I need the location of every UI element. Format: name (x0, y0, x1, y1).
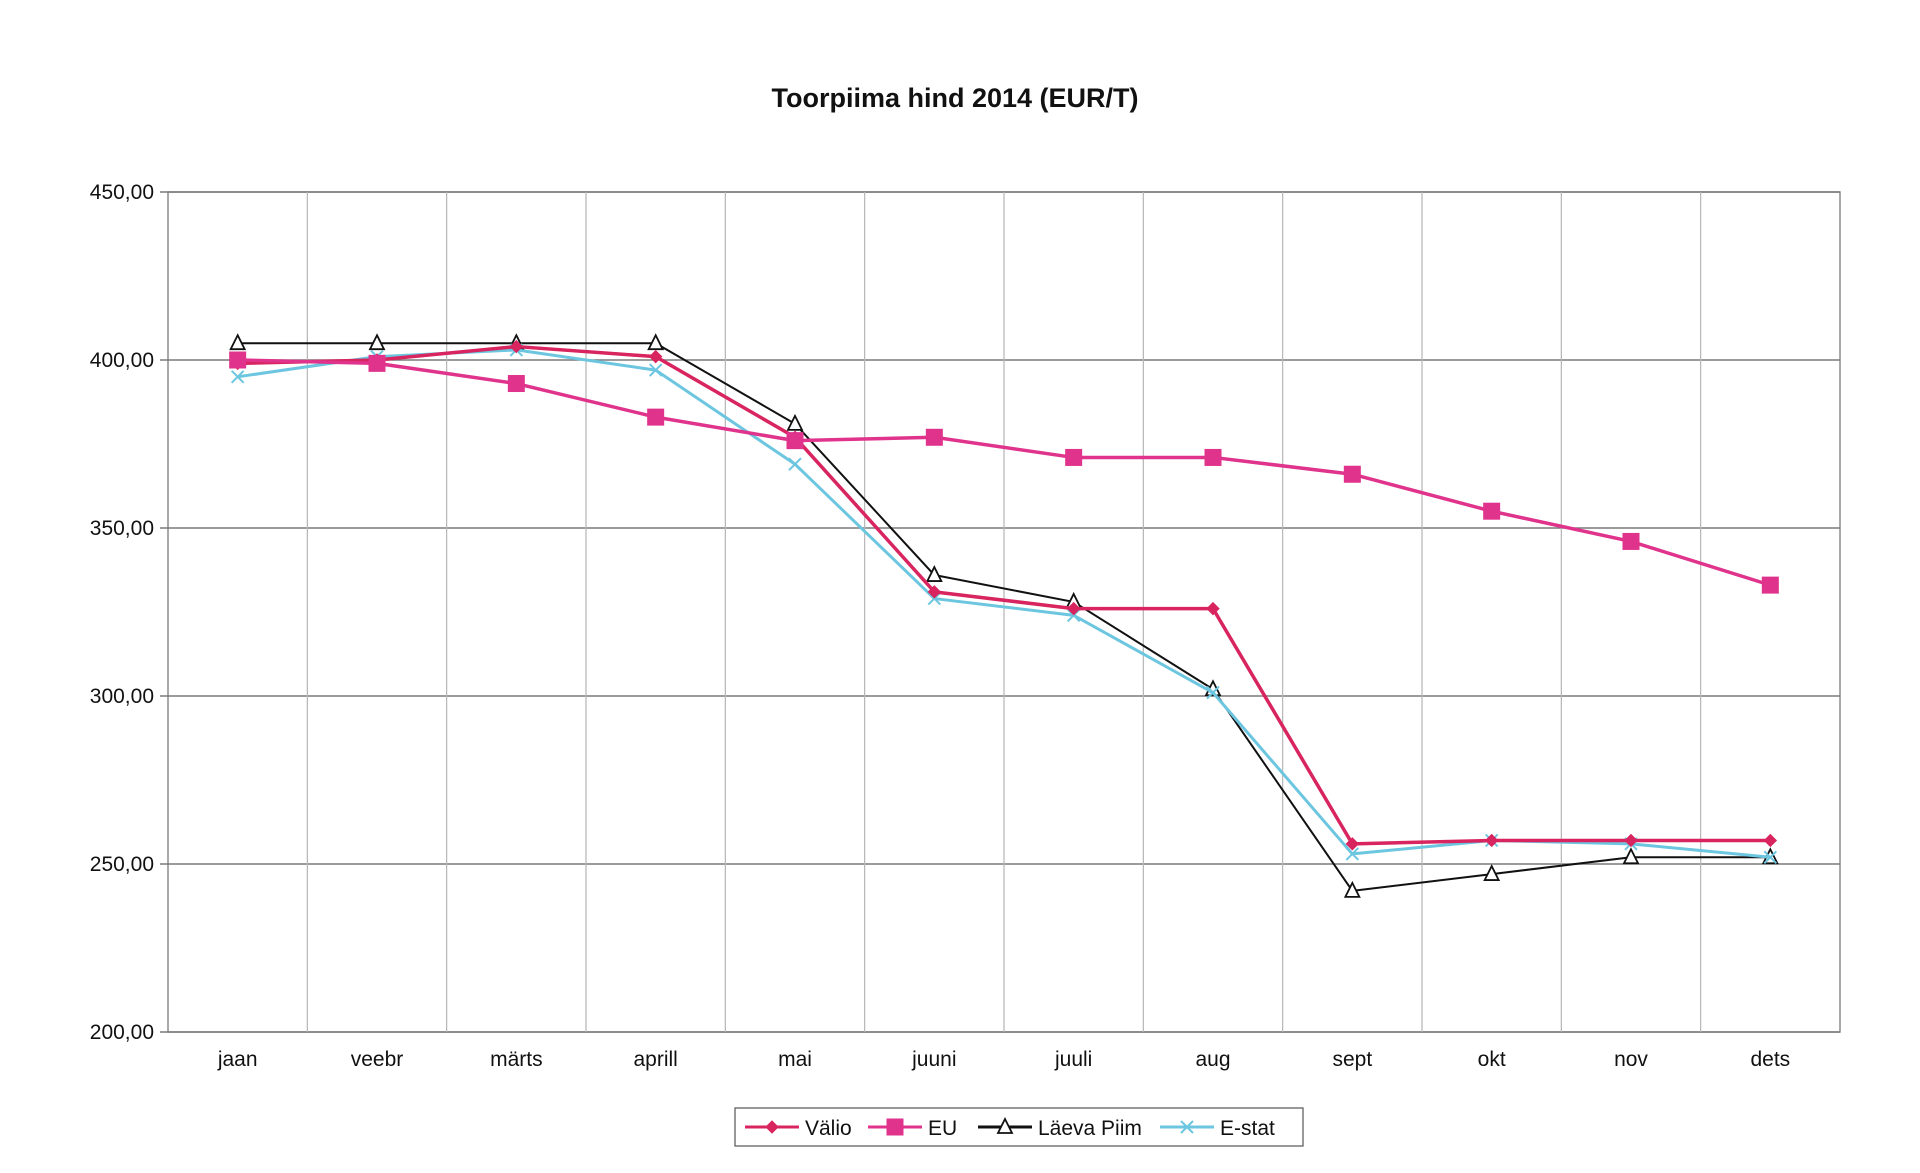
legend-item: Läeva Piim (978, 1116, 1142, 1140)
data-point (1622, 532, 1640, 550)
chart-title: Toorpiima hind 2014 (EUR/T) (771, 83, 1138, 113)
data-point (1206, 601, 1220, 616)
data-point (368, 354, 386, 372)
data-point (886, 1118, 904, 1136)
data-point (648, 349, 663, 364)
data-point (1622, 847, 1640, 865)
data-point-stroke (927, 591, 942, 606)
legend-label: Välio (805, 1117, 852, 1140)
x-tick-label: mai (778, 1048, 812, 1071)
data-point (1345, 847, 1360, 861)
legend-item: Välio (745, 1117, 852, 1140)
x-tick-label: aug (1195, 1048, 1230, 1071)
data-point (509, 339, 524, 354)
y-axis-ticks: 450,00 400,00 350,00 300,00 250,00 200,00 (90, 181, 154, 1044)
data-point (1624, 833, 1638, 848)
data-point (1763, 833, 1778, 848)
data-point (647, 408, 665, 426)
chart-legend: Välio EU Läeva Piim E-stat (734, 1107, 1304, 1147)
x-tick-label: juuni (911, 1048, 956, 1071)
data-point (1180, 1120, 1194, 1134)
data-point (1066, 601, 1081, 616)
x-tick-label: veebr (351, 1048, 404, 1071)
data-point-stroke (1345, 847, 1360, 861)
data-point (1066, 608, 1081, 623)
x-tick-label: sept (1332, 1048, 1372, 1071)
legend-label: E-stat (1220, 1117, 1275, 1140)
data-point (647, 333, 665, 351)
x-tick-label: juuli (1054, 1048, 1092, 1071)
data-point-stroke (230, 370, 245, 384)
series-line (237, 344, 1771, 846)
x-tick-label: nov (1614, 1048, 1648, 1071)
data-point-stroke (1206, 685, 1220, 700)
data-point (229, 333, 247, 351)
data-point (1204, 448, 1222, 466)
series-line (237, 358, 1771, 587)
data-point (925, 428, 943, 446)
data-point (1343, 465, 1361, 483)
legend-item: E-stat (1160, 1117, 1275, 1140)
data-point (1206, 685, 1220, 700)
data-point (1761, 576, 1779, 594)
x-tick-label: märts (490, 1048, 543, 1071)
data-point (648, 363, 663, 377)
chart-series (229, 333, 1779, 898)
data-point (927, 585, 942, 599)
y-tick-label: 250,00 (90, 853, 154, 876)
chart-grid (160, 191, 1841, 1033)
data-point (786, 413, 804, 431)
y-tick-label: 450,00 (90, 181, 154, 204)
y-tick-label: 350,00 (90, 517, 154, 540)
x-tick-label: aprill (633, 1048, 677, 1071)
data-point (1345, 837, 1360, 851)
data-point (765, 1120, 779, 1134)
data-point (230, 370, 245, 384)
data-point (1483, 864, 1501, 881)
x-tick-label: okt (1478, 1048, 1506, 1071)
data-point-stroke (1180, 1120, 1194, 1134)
data-point (229, 351, 247, 369)
data-point (788, 457, 802, 471)
data-point (368, 333, 386, 351)
data-point (1484, 833, 1499, 848)
data-point-stroke (1066, 608, 1081, 623)
legend-item: EU (868, 1117, 957, 1140)
data-point (1763, 850, 1778, 864)
data-point (996, 1116, 1014, 1134)
data-point (927, 591, 942, 606)
data-point (1483, 502, 1501, 520)
data-point (1065, 448, 1083, 466)
y-tick-label: 300,00 (90, 685, 154, 708)
legend-label: EU (928, 1117, 957, 1140)
x-tick-label: jaan (217, 1048, 258, 1071)
legend-label: Läeva Piim (1038, 1117, 1142, 1140)
data-point (925, 565, 943, 582)
x-tick-label: dets (1750, 1048, 1790, 1071)
data-point (1343, 880, 1361, 898)
data-point-stroke (648, 363, 663, 377)
y-tick-label: 400,00 (90, 349, 154, 372)
y-tick-label: 200,00 (90, 1021, 154, 1044)
data-point-stroke (1763, 850, 1778, 864)
series-line (237, 342, 1771, 892)
series-eu (229, 351, 1779, 594)
data-point (786, 432, 804, 450)
data-point (507, 375, 525, 393)
x-axis-ticks: jaan veebr märts aprill mai juuni juuli aug sept… (217, 1048, 1790, 1071)
data-point-stroke (788, 457, 802, 471)
series-l-eva-piim (229, 333, 1779, 898)
